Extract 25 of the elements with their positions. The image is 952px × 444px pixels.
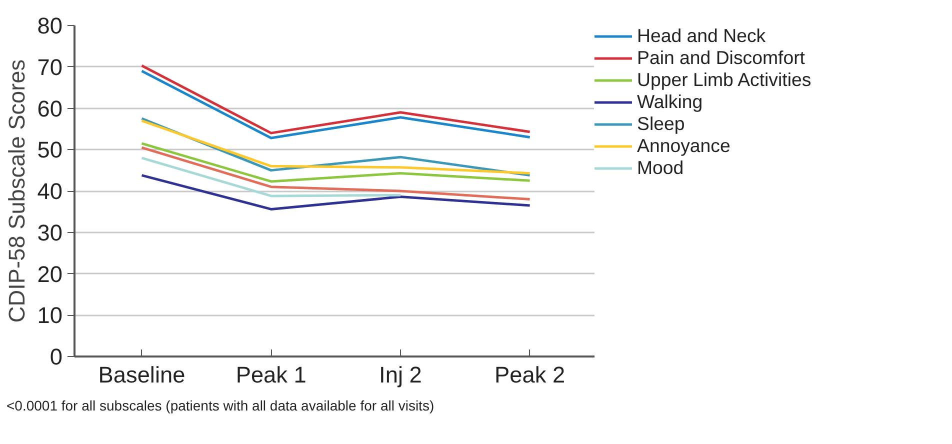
x-tick-label: Peak 1 bbox=[236, 362, 306, 388]
y-tick-label: 0 bbox=[50, 344, 63, 370]
line-series bbox=[140, 174, 532, 210]
y-axis-title: CDIP-58 Subscale Scores bbox=[3, 59, 30, 323]
legend-label: Pain and Discomfort bbox=[637, 47, 805, 69]
legend-label: Head and Neck bbox=[637, 25, 766, 47]
x-tick-label: Inj 2 bbox=[379, 362, 422, 388]
legend-label: Mood bbox=[637, 157, 684, 179]
legend-label: Sleep bbox=[637, 113, 685, 135]
line-series bbox=[140, 142, 532, 183]
y-tick-label: 20 bbox=[37, 260, 62, 287]
y-tick-label: 60 bbox=[37, 95, 62, 122]
legend-label: Walking bbox=[637, 91, 703, 113]
x-tick-label: Peak 2 bbox=[494, 362, 566, 388]
x-tick-label: Baseline bbox=[98, 362, 186, 388]
y-tick-label: 10 bbox=[37, 302, 62, 328]
y-tick-label: 30 bbox=[37, 219, 62, 246]
y-tick-label: 40 bbox=[37, 178, 62, 204]
text: <0.0001 for all subscales (patients with all data available for all visits) bbox=[6, 398, 434, 414]
y-tick-label: 70 bbox=[37, 54, 62, 80]
y-tick-label: 50 bbox=[37, 136, 62, 163]
line-series bbox=[140, 146, 532, 201]
legend-label: Upper Limb Activities bbox=[637, 69, 812, 91]
y-tick-label: 80 bbox=[37, 12, 62, 38]
legend-label: Annoyance bbox=[637, 135, 730, 157]
